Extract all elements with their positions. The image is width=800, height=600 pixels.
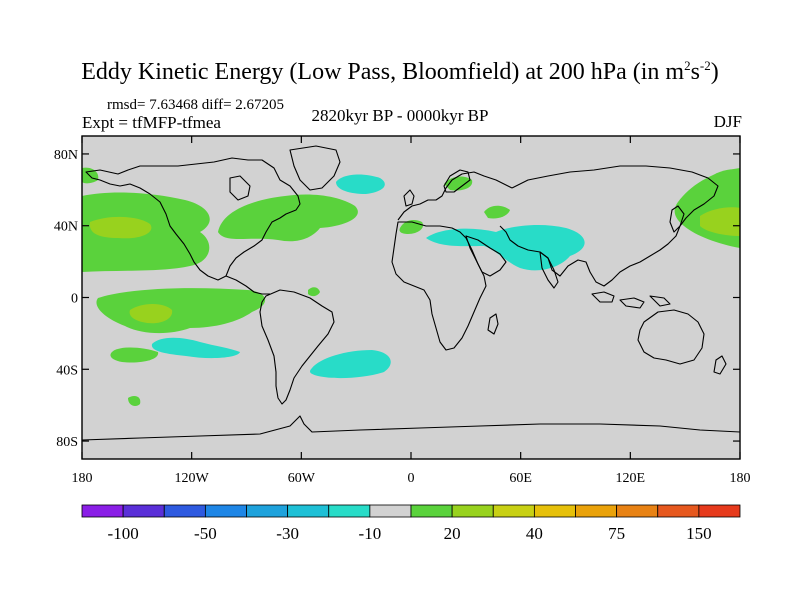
coastline-asia xyxy=(499,165,719,287)
coastline-australia xyxy=(637,309,705,365)
coastline-uk xyxy=(403,189,415,207)
colorbar-box xyxy=(575,504,618,518)
field-scandinavia-pos xyxy=(444,176,473,191)
experiment-label: Expt = tfMFP-tfmea xyxy=(82,113,221,132)
field-south-pacific-pos xyxy=(110,347,159,363)
x-tick-label: 180 xyxy=(730,471,751,486)
colorbar-label: 75 xyxy=(608,524,625,543)
figure-title: Eddy Kinetic Energy (Low Pass, Bloomfiel… xyxy=(81,58,719,85)
colorbar-label: 150 xyxy=(686,524,712,543)
y-tick-label: 0 xyxy=(71,292,78,307)
colorbar-label: -50 xyxy=(194,524,217,543)
colorbar-box xyxy=(657,504,700,518)
y-tick-label: 40N xyxy=(54,220,78,235)
map-plot: 180 120W 60W 0 60E 120E 180 80N 40N 0 40S 80S xyxy=(54,135,751,486)
coastline-indonesia xyxy=(591,291,671,309)
coastline-madagascar xyxy=(487,313,499,335)
season-label: DJF xyxy=(713,112,742,131)
colorbar-box xyxy=(369,504,412,518)
colorbar-box xyxy=(328,504,371,518)
colorbar-box xyxy=(204,504,247,518)
coastline-europe xyxy=(397,171,513,221)
colorbar-box xyxy=(163,504,206,518)
coastline-antarctica xyxy=(82,415,740,441)
field-southern-ocean-pos xyxy=(128,396,141,406)
coastline-central-america xyxy=(225,275,270,295)
period-label: 2820kyr BP - 0000kyr BP xyxy=(311,106,489,125)
colorbar-label: -30 xyxy=(276,524,299,543)
x-tick-label: 60W xyxy=(288,471,316,486)
colorbar-label: 40 xyxy=(526,524,543,543)
coastlines xyxy=(82,145,740,441)
colorbar: -100 -50 -30 -10 20 40 75 150 xyxy=(81,504,741,543)
field-south-atlantic-neg xyxy=(310,350,391,379)
x-tick-label: 0 xyxy=(408,471,415,486)
colorbar-label: -100 xyxy=(108,524,139,543)
field-tropical-pacific-core xyxy=(129,304,173,324)
colorbar-box xyxy=(451,504,494,518)
colorbar-box xyxy=(616,504,659,518)
stats-label: rmsd= 7.63468 diff= 2.67205 xyxy=(107,97,285,113)
coastline-arabia xyxy=(465,235,507,277)
coastline-india xyxy=(539,251,559,289)
field-tropical-pacific xyxy=(96,288,266,334)
field-north-pacific-core xyxy=(89,216,152,239)
coastline-south-america xyxy=(259,289,335,405)
coastline-africa xyxy=(391,221,487,351)
field-nw-pacific-core xyxy=(700,207,740,236)
coastline-japan xyxy=(669,205,685,233)
field-south-pacific-neg xyxy=(151,337,240,359)
colorbar-label: -10 xyxy=(359,524,382,543)
coastline-greenland xyxy=(289,145,341,191)
colorbar-box xyxy=(698,504,741,518)
colorbar-box xyxy=(410,504,453,518)
field-alaska-pos xyxy=(706,169,740,191)
colorbar-box xyxy=(287,504,330,518)
x-tick-label: 180 xyxy=(72,471,93,486)
coastline-hudson xyxy=(229,175,251,201)
field-north-atlantic xyxy=(218,194,358,242)
x-tick-label: 120W xyxy=(175,471,210,486)
y-tick-label: 80S xyxy=(56,435,78,450)
coastline-north-america xyxy=(85,157,301,281)
colorbar-label: 20 xyxy=(444,524,461,543)
colorbar-box xyxy=(246,504,289,518)
field-south-america-pos xyxy=(308,287,320,297)
coastline-scandinavia xyxy=(443,169,471,193)
field-north-atlantic-neg xyxy=(336,174,385,194)
colorbar-box xyxy=(122,504,165,518)
x-tick-label: 120E xyxy=(616,471,646,486)
y-tick-label: 80N xyxy=(54,148,78,163)
field-europe-pos xyxy=(484,205,510,219)
x-tick-label: 60E xyxy=(509,471,532,486)
colorbar-box xyxy=(533,504,576,518)
y-tick-label: 40S xyxy=(56,363,78,378)
axis-ticks: 180 120W 60W 0 60E 120E 180 80N 40N 0 40S 80S xyxy=(54,136,751,486)
colorbar-box xyxy=(492,504,535,518)
coastline-new-zealand xyxy=(713,355,727,375)
colorbar-box xyxy=(81,504,124,518)
anomaly-fields xyxy=(82,167,740,406)
